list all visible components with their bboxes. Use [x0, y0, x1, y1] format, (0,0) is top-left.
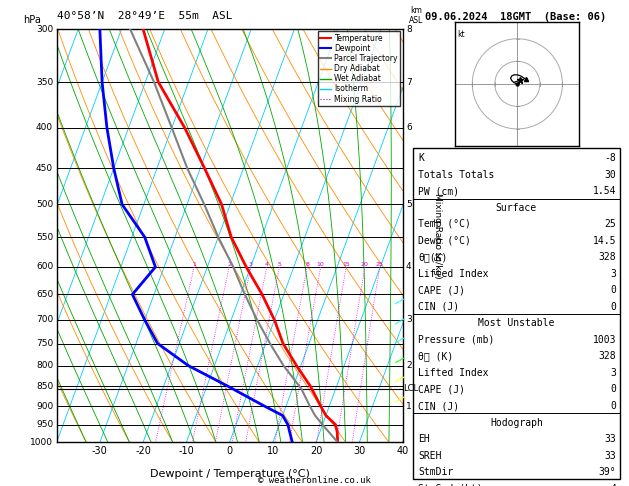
Text: EH: EH	[418, 434, 430, 444]
Text: StmSpd (kt): StmSpd (kt)	[418, 484, 483, 486]
Text: 10: 10	[267, 446, 279, 456]
Text: -10: -10	[179, 446, 194, 456]
Text: 09.06.2024  18GMT  (Base: 06): 09.06.2024 18GMT (Base: 06)	[425, 12, 606, 22]
Text: 400: 400	[36, 123, 53, 132]
Text: /: /	[393, 353, 406, 366]
Text: 14.5: 14.5	[593, 236, 616, 246]
Text: CIN (J): CIN (J)	[418, 401, 459, 411]
Text: 8: 8	[305, 262, 309, 267]
Text: Surface: Surface	[496, 203, 537, 213]
Text: 300: 300	[36, 25, 53, 34]
Text: Most Unstable: Most Unstable	[478, 318, 555, 329]
Text: 450: 450	[36, 164, 53, 173]
Text: 1000: 1000	[30, 438, 53, 447]
Text: © weatheronline.co.uk: © weatheronline.co.uk	[258, 475, 371, 485]
Text: 5: 5	[406, 200, 412, 209]
Text: km
ASL: km ASL	[409, 6, 423, 25]
Text: 20: 20	[361, 262, 369, 267]
Text: hPa: hPa	[23, 15, 42, 25]
Text: /: /	[393, 295, 406, 308]
Text: 40°58’N  28°49’E  55m  ASL: 40°58’N 28°49’E 55m ASL	[57, 11, 232, 21]
Text: 550: 550	[36, 233, 53, 242]
Text: 900: 900	[36, 401, 53, 411]
Text: 750: 750	[36, 339, 53, 348]
Text: θᴄ(K): θᴄ(K)	[418, 252, 448, 262]
Text: Totals Totals: Totals Totals	[418, 170, 494, 180]
Text: 30: 30	[353, 446, 365, 456]
Text: 328: 328	[599, 351, 616, 362]
Text: 1.54: 1.54	[593, 186, 616, 196]
Text: 33: 33	[604, 434, 616, 444]
Text: CIN (J): CIN (J)	[418, 302, 459, 312]
Text: StmDir: StmDir	[418, 467, 454, 477]
Text: 39°: 39°	[599, 467, 616, 477]
Text: kt: kt	[458, 30, 465, 39]
Text: Dewpoint / Temperature (°C): Dewpoint / Temperature (°C)	[150, 469, 309, 479]
Text: 0: 0	[611, 401, 616, 411]
Text: CAPE (J): CAPE (J)	[418, 285, 465, 295]
Text: 0: 0	[611, 384, 616, 395]
Text: LCL: LCL	[403, 384, 418, 393]
Text: θᴄ (K): θᴄ (K)	[418, 351, 454, 362]
Text: /: /	[393, 392, 406, 405]
Text: 950: 950	[36, 420, 53, 429]
Text: 8: 8	[406, 25, 412, 34]
Text: 650: 650	[36, 290, 53, 299]
Text: 2: 2	[227, 262, 231, 267]
Text: CAPE (J): CAPE (J)	[418, 384, 465, 395]
Text: 1003: 1003	[593, 335, 616, 345]
Text: 4: 4	[406, 262, 411, 272]
Text: 25: 25	[604, 219, 616, 229]
Text: 30: 30	[604, 170, 616, 180]
Text: Mixing Ratio (g/kg): Mixing Ratio (g/kg)	[433, 193, 442, 278]
Text: 350: 350	[36, 78, 53, 87]
Text: 0: 0	[611, 302, 616, 312]
Text: 800: 800	[36, 361, 53, 370]
Text: 20: 20	[310, 446, 322, 456]
Text: PW (cm): PW (cm)	[418, 186, 459, 196]
Text: /: /	[393, 373, 406, 385]
Text: Temp (°C): Temp (°C)	[418, 219, 471, 229]
Text: K: K	[418, 153, 424, 163]
Text: 3: 3	[611, 269, 616, 279]
Text: /: /	[393, 334, 406, 347]
Text: 3: 3	[406, 315, 412, 324]
Legend: Temperature, Dewpoint, Parcel Trajectory, Dry Adiabat, Wet Adiabat, Isotherm, Mi: Temperature, Dewpoint, Parcel Trajectory…	[318, 32, 400, 106]
Text: -30: -30	[92, 446, 108, 456]
Text: 3: 3	[249, 262, 253, 267]
Text: 40: 40	[396, 446, 409, 456]
Text: 3: 3	[611, 368, 616, 378]
Text: Dewp (°C): Dewp (°C)	[418, 236, 471, 246]
Text: 10: 10	[317, 262, 325, 267]
Text: -8: -8	[604, 153, 616, 163]
Text: 600: 600	[36, 262, 53, 272]
Text: 0: 0	[226, 446, 233, 456]
Text: 328: 328	[599, 252, 616, 262]
Text: -20: -20	[135, 446, 151, 456]
Text: 700: 700	[36, 315, 53, 324]
Text: 25: 25	[376, 262, 384, 267]
Text: 6: 6	[406, 123, 412, 132]
Text: 1: 1	[192, 262, 196, 267]
Text: Lifted Index: Lifted Index	[418, 269, 489, 279]
Text: 500: 500	[36, 200, 53, 209]
Text: SREH: SREH	[418, 451, 442, 461]
Text: Lifted Index: Lifted Index	[418, 368, 489, 378]
Text: 2: 2	[406, 361, 411, 370]
Text: 4: 4	[611, 484, 616, 486]
Text: 7: 7	[406, 78, 412, 87]
Text: Hodograph: Hodograph	[490, 417, 543, 428]
Text: 850: 850	[36, 382, 53, 391]
Text: 5: 5	[277, 262, 281, 267]
Text: 15: 15	[342, 262, 350, 267]
Text: 1: 1	[406, 401, 412, 411]
Text: /: /	[393, 314, 406, 327]
Text: 0: 0	[611, 285, 616, 295]
Text: 33: 33	[604, 451, 616, 461]
Text: 4: 4	[265, 262, 269, 267]
Text: Pressure (mb): Pressure (mb)	[418, 335, 494, 345]
